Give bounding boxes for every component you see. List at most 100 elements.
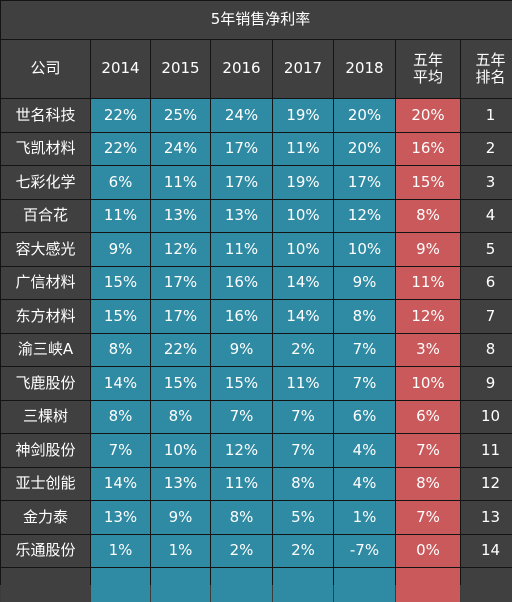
company-name: 飞鹿股份 xyxy=(1,367,90,400)
margin-cell: 8% xyxy=(211,501,272,534)
rank-cell: 5 xyxy=(461,233,512,266)
company-name: 渝三峡A xyxy=(1,333,90,366)
header-2015: 2015 xyxy=(151,40,210,98)
margin-cell: 2% xyxy=(211,534,272,567)
header-2016: 2016 xyxy=(211,40,272,98)
margin-cell: 13% xyxy=(151,199,210,232)
header-five-year-rank: 五年 排名 xyxy=(461,40,512,98)
footer-empty-cell xyxy=(396,568,460,602)
margin-cell: 7% xyxy=(91,434,150,467)
footer-empty-cell xyxy=(273,568,333,602)
margin-cell: 11% xyxy=(273,132,333,165)
footer-empty-cell xyxy=(334,568,395,602)
margin-cell: 12% xyxy=(211,434,272,467)
footer-empty-cell xyxy=(151,568,210,602)
company-name: 百合花 xyxy=(1,199,90,232)
margin-cell: 2% xyxy=(273,534,333,567)
rank-cell: 8 xyxy=(461,333,512,366)
company-name: 容大感光 xyxy=(1,233,90,266)
average-cell: 9% xyxy=(396,233,460,266)
margin-cell: 20% xyxy=(334,132,395,165)
footer-empty-cell xyxy=(211,568,272,602)
margin-cell: 17% xyxy=(151,300,210,333)
average-cell: 20% xyxy=(396,99,460,132)
rank-cell: 9 xyxy=(461,367,512,400)
rank-cell: 6 xyxy=(461,266,512,299)
company-name: 乐通股份 xyxy=(1,534,90,567)
company-name: 七彩化学 xyxy=(1,166,90,199)
header-company: 公司 xyxy=(1,40,90,98)
margin-cell: 14% xyxy=(91,367,150,400)
margin-cell: 4% xyxy=(334,467,395,500)
company-name: 神剑股份 xyxy=(1,434,90,467)
margin-cell: 22% xyxy=(91,99,150,132)
margin-cell: 2% xyxy=(273,333,333,366)
footer-empty-cell xyxy=(1,568,90,602)
margin-cell: 9% xyxy=(91,233,150,266)
margin-cell: 7% xyxy=(273,400,333,433)
average-cell: 0% xyxy=(396,534,460,567)
margin-cell: 11% xyxy=(151,166,210,199)
margin-cell: 15% xyxy=(91,300,150,333)
margin-cell: 17% xyxy=(334,166,395,199)
company-name: 飞凯材料 xyxy=(1,132,90,165)
average-cell: 12% xyxy=(396,300,460,333)
company-name: 金力泰 xyxy=(1,501,90,534)
rank-cell: 11 xyxy=(461,434,512,467)
margin-cell: 14% xyxy=(91,467,150,500)
margin-cell: 13% xyxy=(211,199,272,232)
margin-cell: 12% xyxy=(151,233,210,266)
margin-cell: 8% xyxy=(151,400,210,433)
average-cell: 7% xyxy=(396,501,460,534)
margin-cell: 24% xyxy=(151,132,210,165)
margin-cell: 9% xyxy=(334,266,395,299)
margin-cell: 7% xyxy=(273,434,333,467)
margin-cell: 9% xyxy=(211,333,272,366)
margin-cell: 14% xyxy=(273,266,333,299)
company-name: 世名科技 xyxy=(1,99,90,132)
average-cell: 8% xyxy=(396,467,460,500)
margin-cell: 15% xyxy=(151,367,210,400)
rank-cell: 13 xyxy=(461,501,512,534)
footer-empty-cell xyxy=(91,568,150,602)
average-cell: 7% xyxy=(396,434,460,467)
rank-cell: 7 xyxy=(461,300,512,333)
margin-cell: 11% xyxy=(273,367,333,400)
average-cell: 8% xyxy=(396,199,460,232)
margin-cell: 10% xyxy=(273,199,333,232)
margin-cell: 12% xyxy=(334,199,395,232)
margin-cell: 13% xyxy=(91,501,150,534)
margin-cell: 1% xyxy=(91,534,150,567)
company-name: 亚士创能 xyxy=(1,467,90,500)
margin-cell: 19% xyxy=(273,99,333,132)
company-name: 广信材料 xyxy=(1,266,90,299)
margin-cell: 6% xyxy=(91,166,150,199)
margin-cell: 22% xyxy=(151,333,210,366)
rank-cell: 4 xyxy=(461,199,512,232)
average-cell: 3% xyxy=(396,333,460,366)
margin-cell: 9% xyxy=(151,501,210,534)
margin-cell: 11% xyxy=(211,233,272,266)
average-cell: 11% xyxy=(396,266,460,299)
average-cell: 15% xyxy=(396,166,460,199)
margin-cell: 13% xyxy=(151,467,210,500)
margin-cell: 4% xyxy=(334,434,395,467)
margin-cell: 22% xyxy=(91,132,150,165)
margin-cell: 6% xyxy=(334,400,395,433)
margin-cell: 11% xyxy=(91,199,150,232)
footer-empty-cell xyxy=(461,568,512,602)
margin-cell: 16% xyxy=(211,300,272,333)
average-cell: 10% xyxy=(396,367,460,400)
average-cell: 16% xyxy=(396,132,460,165)
header-2017: 2017 xyxy=(273,40,333,98)
margin-cell: 8% xyxy=(273,467,333,500)
rank-cell: 14 xyxy=(461,534,512,567)
margin-cell: 15% xyxy=(91,266,150,299)
margin-cell: 16% xyxy=(211,266,272,299)
margin-cell: 10% xyxy=(273,233,333,266)
margin-cell: 8% xyxy=(91,333,150,366)
company-name: 三棵树 xyxy=(1,400,90,433)
margin-cell: 17% xyxy=(151,266,210,299)
margin-cell: 19% xyxy=(273,166,333,199)
